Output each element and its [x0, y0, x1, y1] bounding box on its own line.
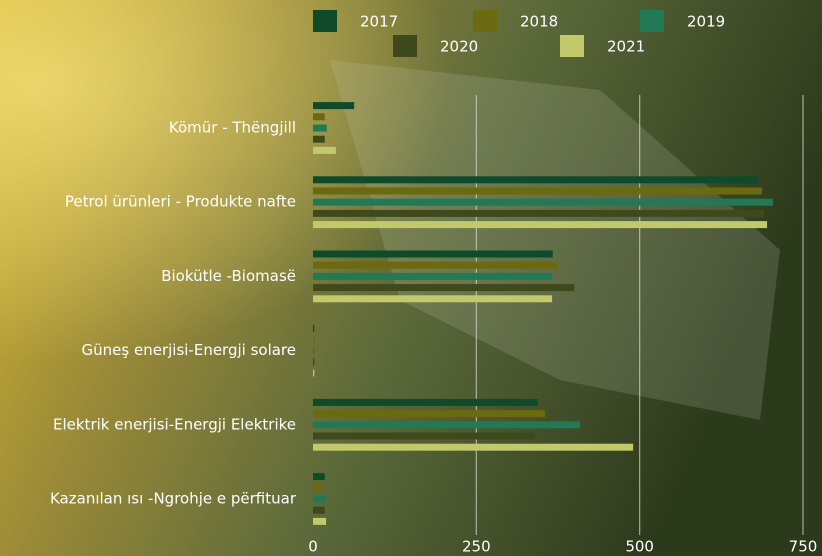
bar [313, 147, 336, 154]
bar [313, 188, 762, 195]
y-tick-label: Petrol ürünleri - Produkte nafte [65, 193, 296, 211]
bar [313, 273, 552, 280]
bar [313, 325, 314, 332]
bar [313, 358, 314, 365]
bar [313, 210, 764, 217]
legend-label: 2019 [687, 13, 725, 31]
legend-label: 2021 [607, 38, 645, 56]
bar [313, 221, 767, 228]
bar [313, 496, 326, 503]
legend-swatch [560, 35, 584, 57]
bar [313, 433, 535, 440]
bar [313, 410, 545, 417]
bar [313, 176, 757, 183]
bar [313, 125, 327, 132]
x-tick-label: 750 [789, 538, 818, 556]
legend-swatch [393, 35, 417, 57]
bar [313, 518, 326, 525]
bar [313, 136, 325, 143]
legend-label: 2018 [520, 13, 558, 31]
legend-label: 2017 [360, 13, 398, 31]
bar [313, 251, 553, 258]
bar [313, 473, 325, 480]
bar [313, 262, 558, 269]
chart: 0 250 500 750 Kömür - Thëngjill Petrol ürünle… [0, 0, 822, 556]
bar [313, 102, 354, 109]
bar [313, 507, 325, 514]
legend-label: 2020 [440, 38, 478, 56]
y-tick-label: Güneş enerjisi-Energji solare [82, 341, 296, 359]
bar [313, 199, 773, 206]
x-tick-label: 0 [308, 538, 318, 556]
bar [313, 370, 314, 377]
legend-swatch [473, 10, 497, 32]
legend-swatch [313, 10, 337, 32]
bar [313, 444, 633, 451]
x-tick-label: 500 [625, 538, 654, 556]
bar [313, 484, 322, 491]
bar [313, 399, 538, 406]
bar [313, 295, 552, 302]
bar [313, 347, 314, 354]
legend-swatch [640, 10, 664, 32]
y-tick-label: Biokütle -Biomasë [161, 267, 296, 285]
y-tick-label: Kömür - Thëngjill [169, 119, 296, 137]
y-tick-label: Elektrik enerjisi-Energji Elektrike [53, 415, 296, 433]
bar [313, 113, 325, 120]
bar [313, 336, 314, 343]
x-tick-label: 250 [462, 538, 491, 556]
bar [313, 284, 574, 291]
y-tick-label: Kazanılan ısı -Ngrohje e përfituar [50, 490, 297, 508]
bar [313, 421, 580, 428]
